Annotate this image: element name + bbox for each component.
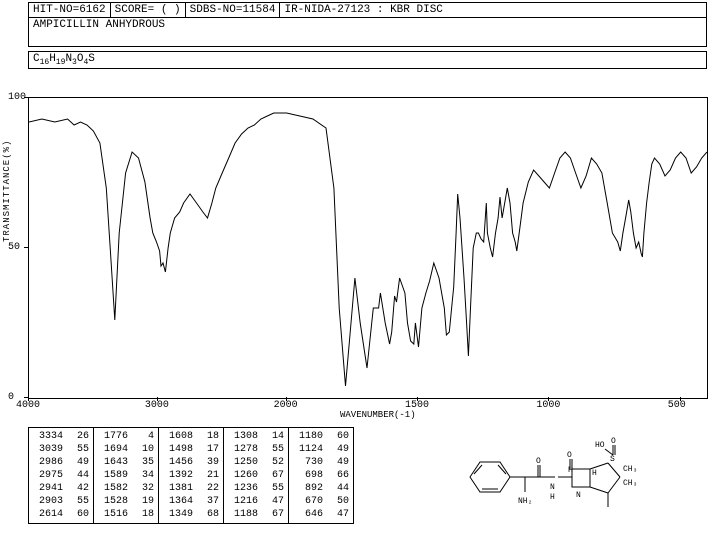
- peak-row: 126067: [228, 469, 284, 482]
- peak-row: 151618: [98, 508, 154, 521]
- ir-info-cell: IR-NIDA-27123 : KBR DISC: [280, 3, 706, 17]
- peak-row: 138122: [163, 482, 219, 495]
- peak-column: 3334263039552986492975442941422903552614…: [29, 428, 94, 523]
- peak-row: 298649: [33, 456, 89, 469]
- peak-column: 1308141278551250521260671236551216471188…: [224, 428, 289, 523]
- peak-column: 1180601124497304969866892446705064647: [289, 428, 353, 523]
- svg-text:N: N: [576, 491, 581, 500]
- svg-text:CH₃: CH₃: [623, 465, 637, 474]
- y-tick: 0: [8, 392, 14, 403]
- x-tick: 500: [668, 400, 686, 411]
- peak-row: 333426: [33, 430, 89, 443]
- peak-row: 73049: [293, 456, 349, 469]
- y-tick: 50: [8, 242, 20, 253]
- peak-row: 297544: [33, 469, 89, 482]
- y-axis-label: TRANSMITTANCE(%): [2, 140, 12, 242]
- peak-row: 112449: [293, 443, 349, 456]
- peak-row: 169410: [98, 443, 154, 456]
- peak-table: 3334263039552986492975442941422903552614…: [28, 427, 354, 524]
- ir-spectrum-page: HIT-NO=6162 SCORE= ( ) SDBS-NO=11584 IR-…: [0, 2, 715, 555]
- molecular-structure: NH₂ O N H H O N S: [450, 427, 700, 527]
- svg-text:N: N: [550, 483, 555, 492]
- peak-row: 290355: [33, 495, 89, 508]
- compound-name: AMPICILLIN ANHYDROUS: [28, 18, 707, 47]
- svg-text:S: S: [610, 455, 615, 464]
- spectrum-line: [29, 98, 707, 398]
- peak-row: 303955: [33, 443, 89, 456]
- peak-row: 130814: [228, 430, 284, 443]
- peak-row: 139221: [163, 469, 219, 482]
- svg-text:O: O: [611, 437, 616, 446]
- svg-text:NH₂: NH₂: [518, 497, 532, 506]
- sdbs-no-cell: SDBS-NO=11584: [186, 3, 281, 17]
- svg-text:O: O: [567, 451, 572, 460]
- peak-row: 125052: [228, 456, 284, 469]
- molecular-formula: C16H19N3O4S: [28, 51, 707, 69]
- peak-row: 121647: [228, 495, 284, 508]
- peak-row: 134968: [163, 508, 219, 521]
- svg-text:O: O: [536, 457, 541, 466]
- x-tick: 1500: [405, 400, 429, 411]
- peak-row: 261460: [33, 508, 89, 521]
- hit-no-cell: HIT-NO=6162: [29, 3, 111, 17]
- score-cell: SCORE= ( ): [111, 3, 186, 17]
- svg-text:H: H: [592, 469, 597, 478]
- svg-text:H: H: [550, 493, 555, 502]
- header-row: HIT-NO=6162 SCORE= ( ) SDBS-NO=11584 IR-…: [28, 2, 707, 18]
- peak-row: 17764: [98, 430, 154, 443]
- peak-column: 1776416941016433515893415823215281915161…: [94, 428, 159, 523]
- peak-column: 1608181498171456391392211381221364371349…: [159, 428, 224, 523]
- peak-row: 158934: [98, 469, 154, 482]
- peak-row: 152819: [98, 495, 154, 508]
- spectrum-chart: [28, 97, 708, 399]
- peak-row: 158232: [98, 482, 154, 495]
- peak-row: 118060: [293, 430, 349, 443]
- x-tick: 1000: [536, 400, 560, 411]
- structure-svg: NH₂ O N H H O N S: [450, 427, 700, 527]
- x-tick: 3000: [145, 400, 169, 411]
- x-axis-label: WAVENUMBER(-1): [340, 410, 416, 420]
- svg-text:HO: HO: [595, 441, 605, 450]
- peak-row: 294142: [33, 482, 89, 495]
- peak-row: 69866: [293, 469, 349, 482]
- peak-row: 118867: [228, 508, 284, 521]
- peak-row: 89244: [293, 482, 349, 495]
- peak-row: 160818: [163, 430, 219, 443]
- peak-row: 123655: [228, 482, 284, 495]
- x-tick: 2000: [274, 400, 298, 411]
- peak-row: 67050: [293, 495, 349, 508]
- peak-row: 64647: [293, 508, 349, 521]
- x-tick: 4000: [16, 400, 40, 411]
- peak-row: 136437: [163, 495, 219, 508]
- svg-text:CH₃: CH₃: [623, 479, 637, 488]
- peak-row: 164335: [98, 456, 154, 469]
- peak-row: 145639: [163, 456, 219, 469]
- peak-row: 149817: [163, 443, 219, 456]
- peak-row: 127855: [228, 443, 284, 456]
